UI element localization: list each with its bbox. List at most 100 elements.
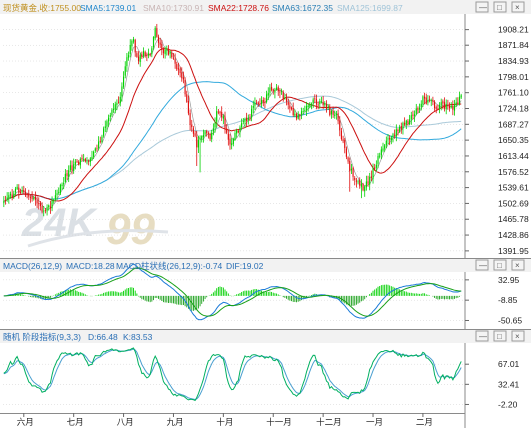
candle [369, 172, 371, 191]
candle-body [377, 155, 379, 164]
candle [131, 39, 133, 51]
candle-body [266, 94, 268, 102]
price-y-tick-label: 1871.84 [498, 40, 529, 50]
candle [199, 135, 201, 173]
candle [282, 90, 284, 102]
macd-maximize-button[interactable]: □ [493, 259, 507, 271]
candle-body [419, 107, 421, 110]
candle [202, 129, 204, 143]
candle [109, 112, 111, 122]
price-close-button[interactable]: × [511, 1, 525, 13]
month-tick-label: 一月 [366, 417, 383, 427]
candle-body [367, 181, 369, 184]
kdj-maximize-button[interactable]: □ [493, 330, 507, 342]
svg-text:□: □ [497, 261, 502, 270]
candle [332, 106, 334, 118]
candle-body [174, 58, 176, 64]
candle [453, 99, 456, 116]
candle-body [427, 99, 429, 103]
price-y-tick-label: 1908.21 [498, 25, 529, 35]
candle-body [295, 114, 298, 119]
price-panel: 24K 99 1908.21 1871.84 1834.93 1798.01 1761.… [0, 0, 531, 258]
candle-body [229, 138, 231, 145]
macd-y-tick-label: -50.65 [498, 315, 522, 325]
candle-body [29, 197, 32, 198]
candle [372, 163, 374, 184]
candle [127, 51, 130, 61]
candle-body [397, 129, 399, 132]
candle [385, 136, 387, 149]
candle [394, 129, 396, 139]
kdj-close-button[interactable]: × [511, 330, 525, 342]
price-minimize-button[interactable]: — [475, 1, 489, 13]
candle [34, 191, 37, 206]
kdj-panel-header [0, 330, 531, 343]
svg-text:—: — [479, 332, 487, 341]
candle [59, 183, 61, 196]
candle-body [154, 28, 156, 39]
candle [445, 99, 447, 115]
candle [387, 133, 389, 145]
candle-body [430, 100, 432, 102]
candle-body [194, 133, 196, 136]
candle [14, 186, 17, 196]
macd-minimize-button[interactable]: — [475, 259, 489, 271]
candle-body [379, 155, 381, 157]
kdj-minimize-button[interactable]: — [475, 330, 489, 342]
candle-body [21, 190, 23, 193]
watermark-swoosh-icon [27, 229, 169, 248]
candle-body [232, 138, 234, 144]
candle-body [259, 103, 261, 105]
candle-body [108, 117, 110, 122]
candle-body [98, 141, 100, 149]
candle [61, 182, 63, 191]
sma125-label: SMA125:1699.87 [337, 3, 403, 13]
candle [389, 135, 391, 146]
candle-body [169, 51, 171, 54]
month-tick-label: 七月 [67, 417, 84, 427]
candle-body [31, 196, 33, 200]
candle-body [179, 68, 181, 74]
candle-body [330, 111, 333, 115]
price-y-tick-label: 1539.61 [498, 183, 529, 193]
candle-body [19, 191, 22, 193]
candle [99, 136, 101, 144]
candle-body [352, 167, 354, 177]
candle-body [415, 108, 417, 114]
candle-body [44, 209, 46, 211]
candle [177, 62, 180, 76]
macd-close-button[interactable]: × [511, 259, 525, 271]
candle [428, 95, 431, 103]
candle [404, 117, 406, 127]
price-maximize-button[interactable]: □ [493, 1, 507, 13]
candle [121, 82, 123, 102]
candle-body [196, 136, 198, 148]
candle-body [13, 193, 15, 197]
candle-body [66, 173, 68, 177]
sma22-line-path [3, 48, 462, 202]
watermark-logo: 24K 99 [21, 201, 169, 254]
svg-text:×: × [515, 261, 520, 270]
candle [106, 119, 108, 132]
candle-body [156, 28, 158, 37]
price-y-tick-label: 1834.93 [498, 56, 529, 66]
candle [231, 137, 233, 150]
candle-body [428, 99, 431, 101]
candle [16, 184, 18, 191]
candle-body [300, 111, 303, 115]
candle-body [359, 180, 361, 186]
candle-body [136, 53, 138, 57]
candle-body [124, 66, 126, 76]
candlesticks [3, 23, 462, 217]
candle [417, 106, 419, 114]
candle [267, 87, 269, 101]
candle-body [61, 184, 63, 187]
candle-body [435, 107, 437, 109]
candle-body [3, 201, 5, 203]
candle [4, 195, 7, 205]
candle [196, 131, 198, 166]
kdj-lines [3, 347, 462, 402]
price-y-tick-label: 1798.01 [498, 72, 529, 82]
candle [29, 195, 32, 203]
